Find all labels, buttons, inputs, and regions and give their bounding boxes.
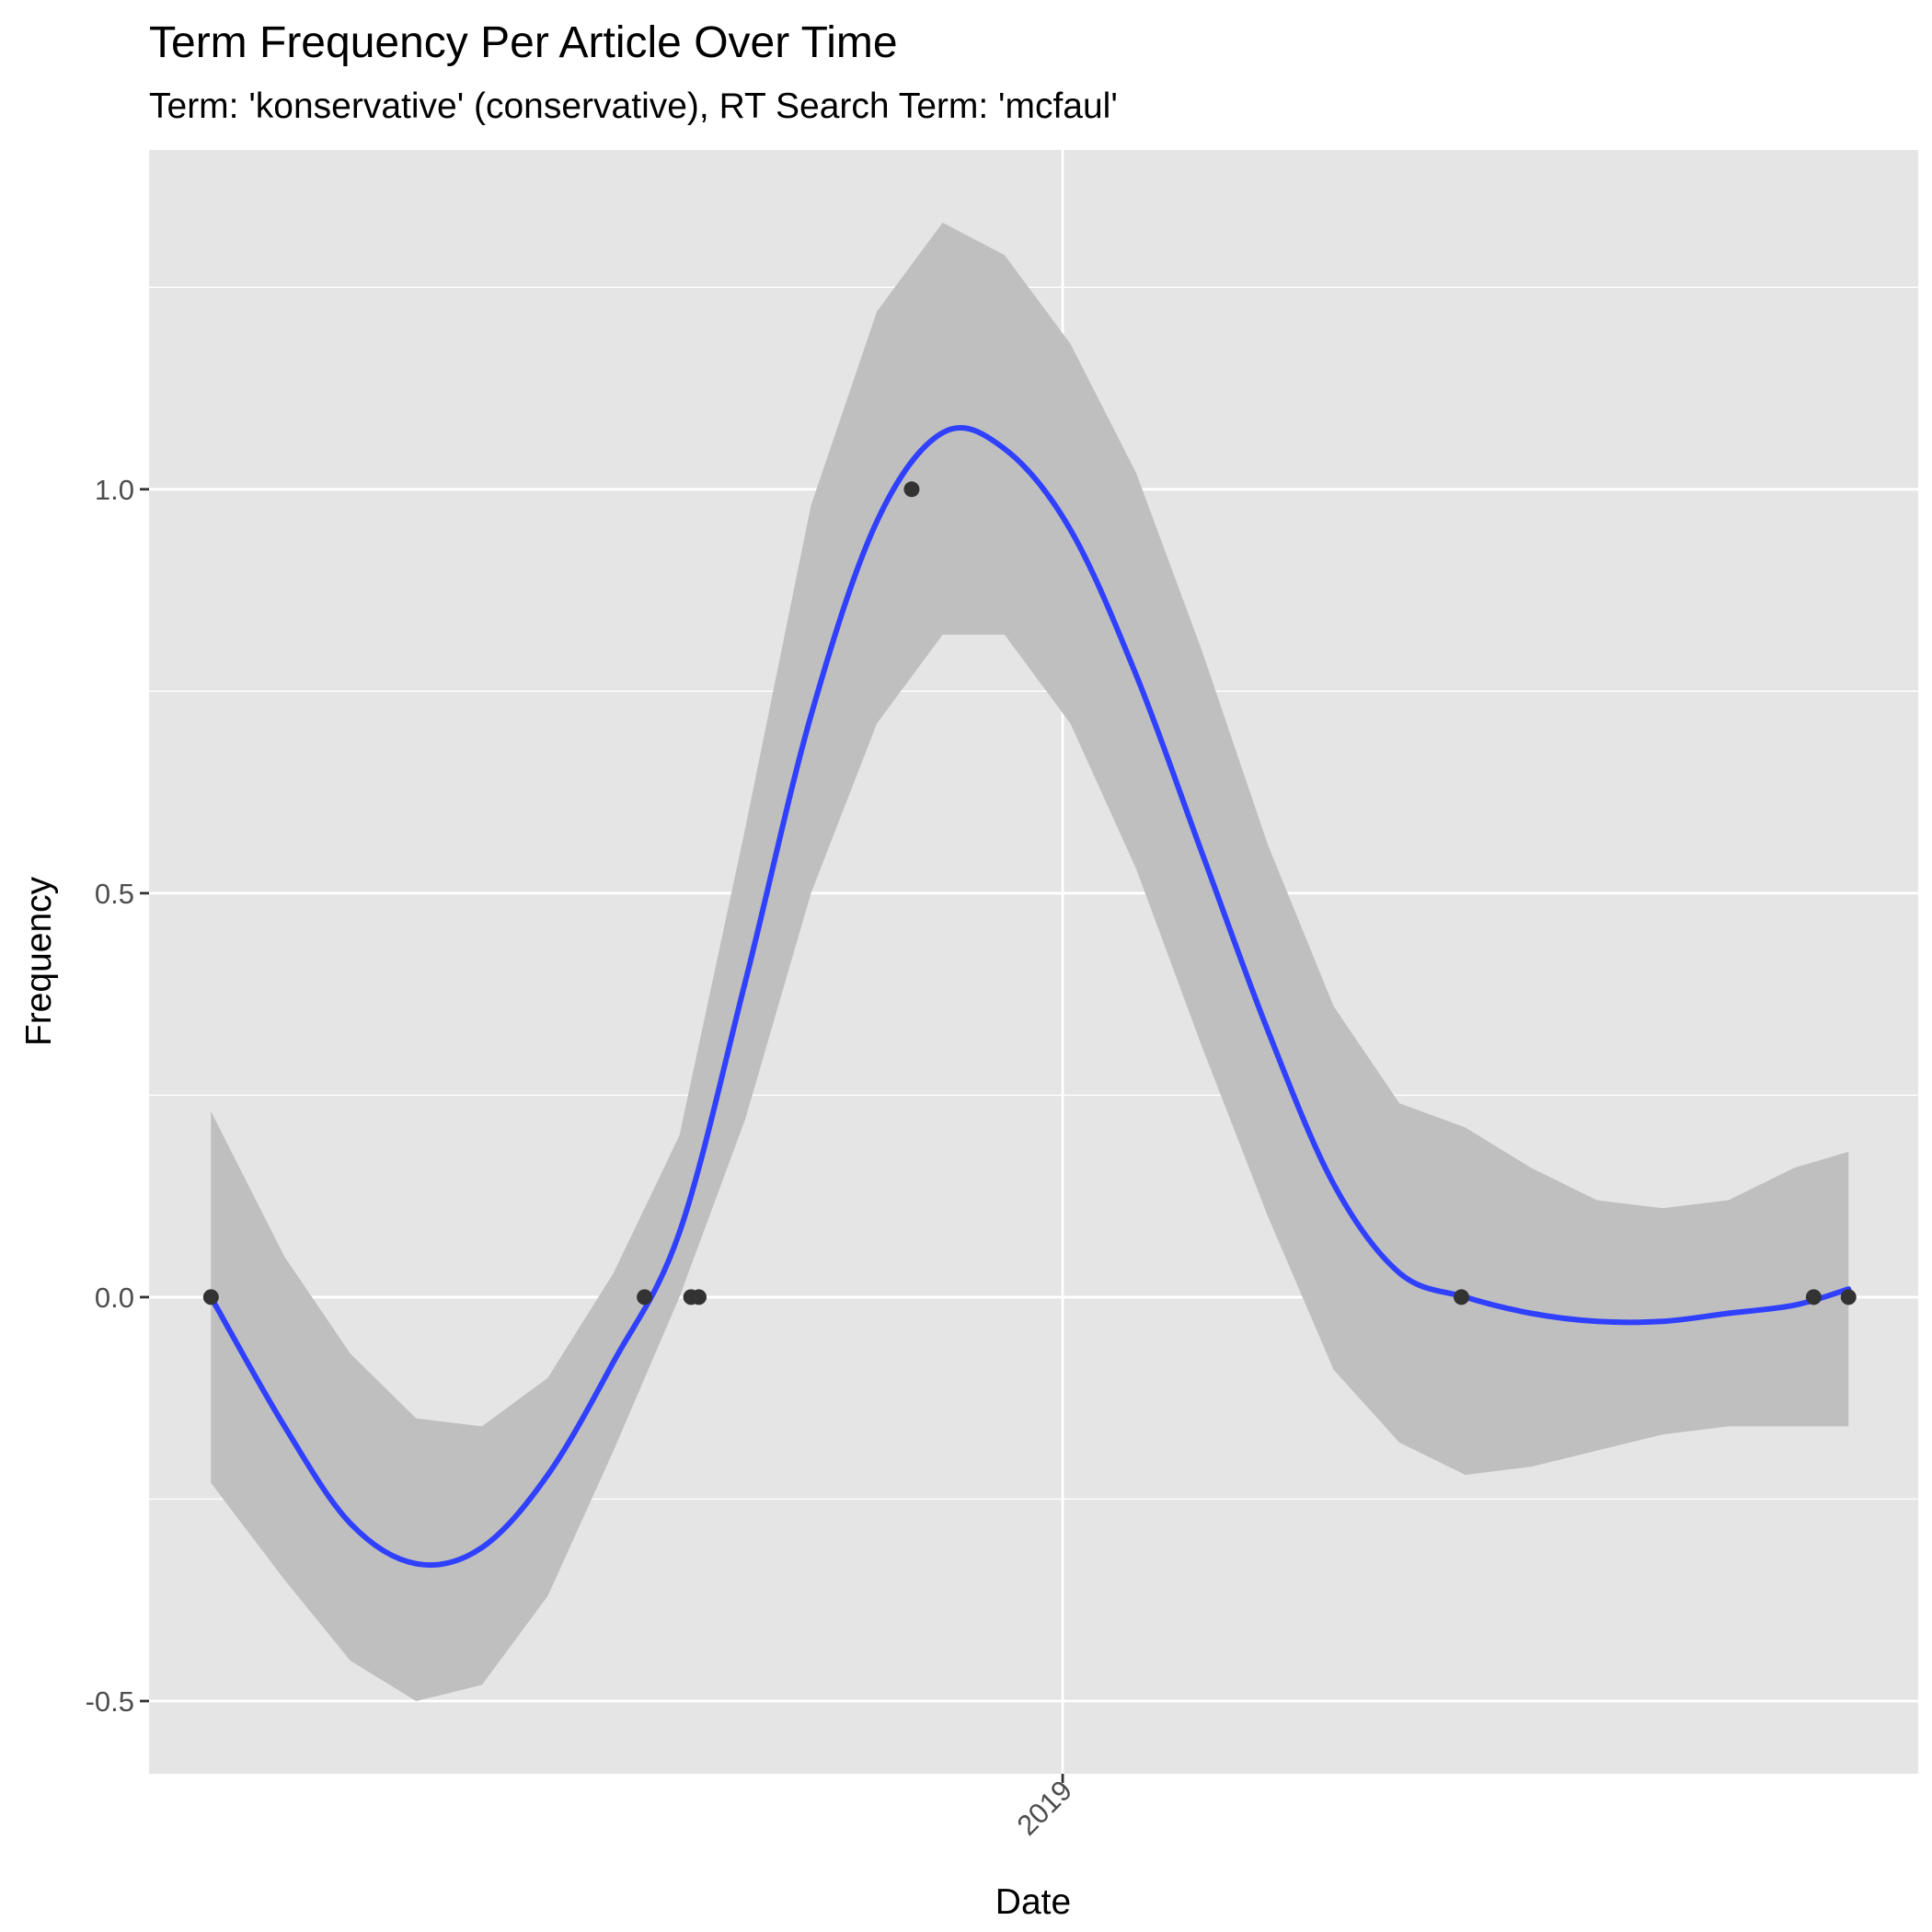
data-point-4 <box>903 481 920 498</box>
y-tick-label-3: 1.0 <box>95 474 134 506</box>
data-point-6 <box>1805 1289 1822 1305</box>
y-tick-label-1: 0.0 <box>95 1282 134 1314</box>
data-point-3 <box>691 1289 707 1305</box>
smooth-line-layer <box>208 425 1852 1569</box>
data-points <box>202 481 1857 1305</box>
confidence-band-layer <box>211 223 1849 1701</box>
data-point-7 <box>1840 1289 1857 1305</box>
confidence-band <box>211 223 1849 1701</box>
y-tick-label-0: -0.5 <box>86 1685 134 1718</box>
x-axis: 2019 <box>1011 1774 1079 1842</box>
chart-subtitle: Term: 'konservative' (conservative), RT … <box>149 86 1118 126</box>
data-point-1 <box>637 1289 653 1305</box>
data-point-0 <box>202 1289 219 1305</box>
x-tick-label-0: 2019 <box>1011 1774 1079 1842</box>
smooth-line <box>208 425 1852 1569</box>
chart-title: Term Frequency Per Article Over Time <box>149 18 898 67</box>
y-axis: -0.5 0.0 0.5 1.0 <box>86 474 149 1718</box>
x-axis-title: Date <box>995 1882 1071 1922</box>
data-point-5 <box>1453 1289 1469 1305</box>
y-tick-label-2: 0.5 <box>95 878 134 910</box>
y-axis-title: Frequency <box>19 876 59 1046</box>
